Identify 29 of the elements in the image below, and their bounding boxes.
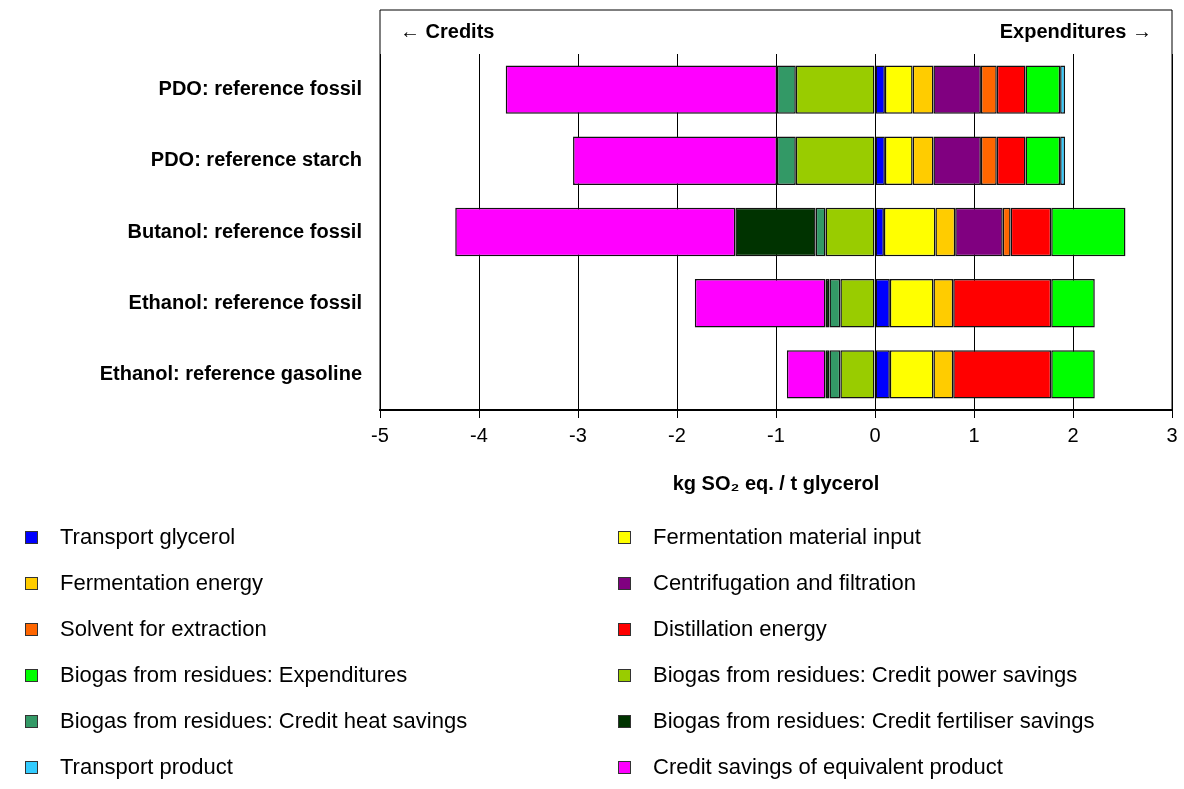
legend-label: Biogas from residues: Credit fertiliser savings [653, 708, 1095, 734]
legend-label: Fermentation material input [653, 524, 921, 550]
x-axis-title: kg SO₂ eq. / t glycerol [672, 471, 880, 494]
legend-label: Solvent for extraction [60, 616, 267, 642]
text: ← Credits [400, 19, 495, 42]
x-tick-label: -3 [569, 423, 587, 446]
x-tick-label: -1 [767, 423, 785, 446]
y-tick-label: Ethanol: reference fossil [128, 290, 362, 313]
y-tick-label: Butanol: reference fossil [127, 219, 362, 242]
legend-label: Biogas from residues: Expenditures [60, 662, 408, 688]
x-tick-label: -4 [470, 423, 488, 446]
legend-label: Distillation energy [653, 616, 827, 642]
x-tick-label: 2 [1067, 423, 1079, 446]
legend-label: Biogas from residues: Credit power savings [653, 662, 1078, 688]
y-tick-label: Ethanol: reference gasoline [99, 361, 362, 384]
x-tick-label: -2 [668, 423, 686, 446]
y-tick-label: PDO: reference starch [150, 148, 362, 171]
legend-label: Biogas from residues: Credit heat savings [60, 708, 468, 734]
y-tick-label: PDO: reference fossil [158, 77, 362, 100]
x-tick-label: -5 [371, 423, 389, 446]
x-tick-label: 3 [1166, 423, 1178, 446]
legend-label: Transport product [60, 754, 233, 780]
text: Expenditures → [999, 19, 1152, 42]
legend-label: Credit savings of equivalent product [653, 754, 1003, 780]
legend-label: Transport glycerol [60, 524, 236, 550]
x-tick-label: 1 [968, 423, 980, 446]
legend-label: Fermentation energy [60, 570, 263, 596]
x-tick-label: 0 [869, 423, 881, 446]
legend-label: Centrifugation and filtration [653, 570, 916, 596]
